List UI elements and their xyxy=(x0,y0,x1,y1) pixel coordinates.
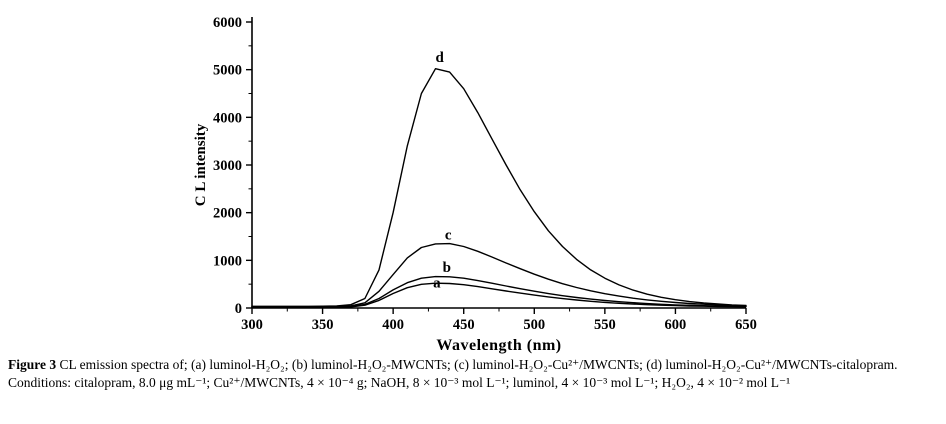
y-axis-title: C L intensity xyxy=(193,123,209,206)
x-tick-label: 300 xyxy=(241,317,263,333)
series-label-a: a xyxy=(433,276,441,292)
y-tick-label: 0 xyxy=(235,301,242,317)
series-label-d: d xyxy=(436,50,445,66)
x-tick-label: 400 xyxy=(382,317,404,333)
cl-emission-spectra-chart: 300 350 400 450 500 550 600 650 0 1000 2000 3000 400… xyxy=(193,15,757,354)
figure-caption-text: CL emission spectra of; (a) luminol-H₂O₂… xyxy=(56,357,898,372)
figure-caption: Figure 3 CL emission spectra of; (a) lum… xyxy=(0,354,946,392)
chart-area: 300 350 400 450 500 550 600 650 0 1000 2000 3000 400… xyxy=(193,15,757,354)
series-label-c: c xyxy=(445,227,452,243)
y-tick-label: 6000 xyxy=(213,15,242,31)
y-tick-label: 3000 xyxy=(213,158,242,174)
x-tick-label: 450 xyxy=(453,317,475,333)
x-axis-title: Wavelength (nm) xyxy=(436,337,561,354)
y-tick-label: 4000 xyxy=(213,110,242,126)
y-tick-label: 5000 xyxy=(213,63,242,79)
y-tick-label: 1000 xyxy=(213,253,242,269)
series-line-d xyxy=(251,67,747,307)
series-label-b: b xyxy=(443,260,451,276)
x-tick-label: 600 xyxy=(665,317,687,333)
x-tick-label: 550 xyxy=(594,317,616,333)
series-line-a xyxy=(251,282,747,309)
x-tick-label: 650 xyxy=(735,317,757,333)
figure-conditions: Conditions: citalopram, 8.0 μg mL⁻¹; Cu²… xyxy=(8,374,791,390)
x-tick-label: 350 xyxy=(312,317,334,333)
y-tick-label: 2000 xyxy=(213,206,242,222)
x-tick-label: 500 xyxy=(523,317,545,333)
figure-page: 300 350 400 450 500 550 600 650 0 1000 2000 3000 400… xyxy=(0,15,946,392)
figure-label: Figure 3 xyxy=(8,357,57,372)
series-line-c xyxy=(251,242,747,308)
